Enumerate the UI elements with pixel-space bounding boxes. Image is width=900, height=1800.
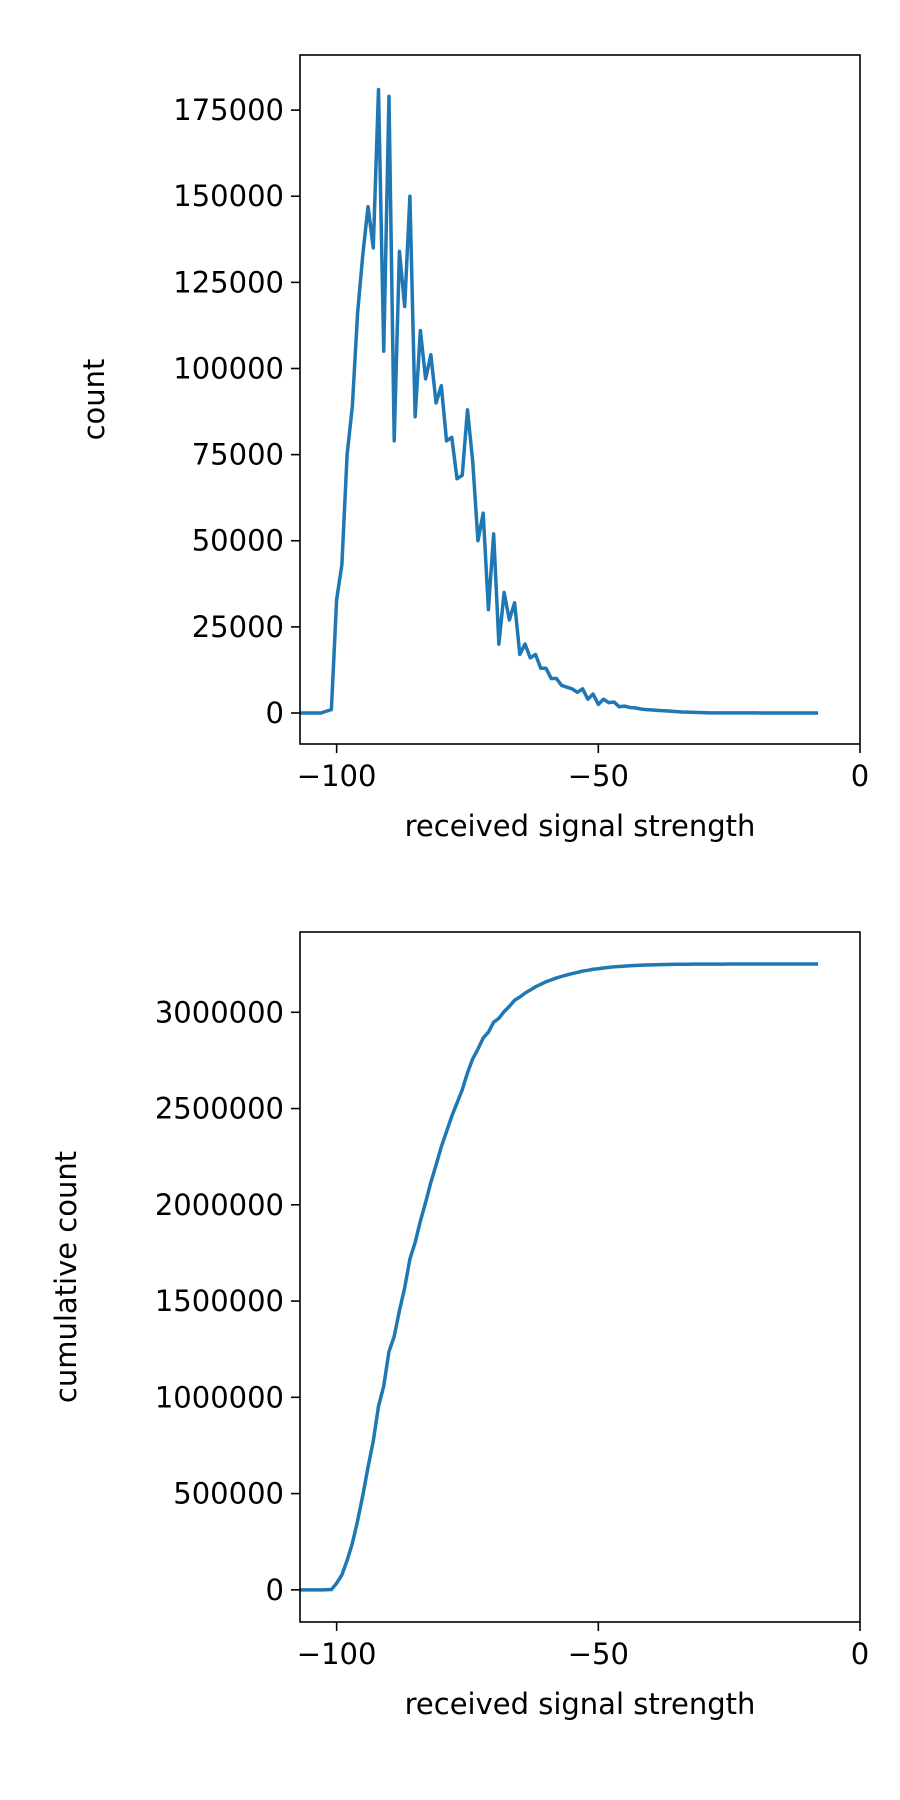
y-axis-label: cumulative count [49,1151,83,1403]
y-tick-label: 0 [266,696,284,730]
y-tick-label: 175000 [173,93,284,127]
x-axis-label: received signal strength [405,1687,756,1721]
data-line [300,962,819,1592]
data-line [300,87,819,715]
y-tick-label: 75000 [192,438,284,472]
plot-frame [299,54,861,745]
y-tick-label: 0 [266,1573,284,1607]
y-tick-label: 1500000 [155,1284,284,1318]
x-tick-label: −100 [297,1637,377,1671]
x-tick-label: 0 [851,1637,869,1671]
x-tick-label: 0 [851,759,869,793]
y-tick-label: 3000000 [155,995,284,1029]
y-tick-label: 500000 [173,1477,284,1511]
y-tick-label: 50000 [192,524,284,558]
plot-frame [299,931,861,1623]
y-tick-label: 150000 [173,179,284,213]
x-axis-label: received signal strength [405,809,756,843]
x-tick-label: −50 [568,759,629,793]
y-tick-label: 2000000 [155,1188,284,1222]
y-tick-label: 25000 [192,610,284,644]
x-tick-label: −50 [568,1637,629,1671]
y-tick-label: 2500000 [155,1092,284,1126]
y-tick-label: 100000 [173,351,284,385]
y-tick-label: 1000000 [155,1380,284,1414]
y-axis-label: count [77,359,111,441]
y-tick-label: 125000 [173,265,284,299]
x-tick-label: −100 [297,759,377,793]
